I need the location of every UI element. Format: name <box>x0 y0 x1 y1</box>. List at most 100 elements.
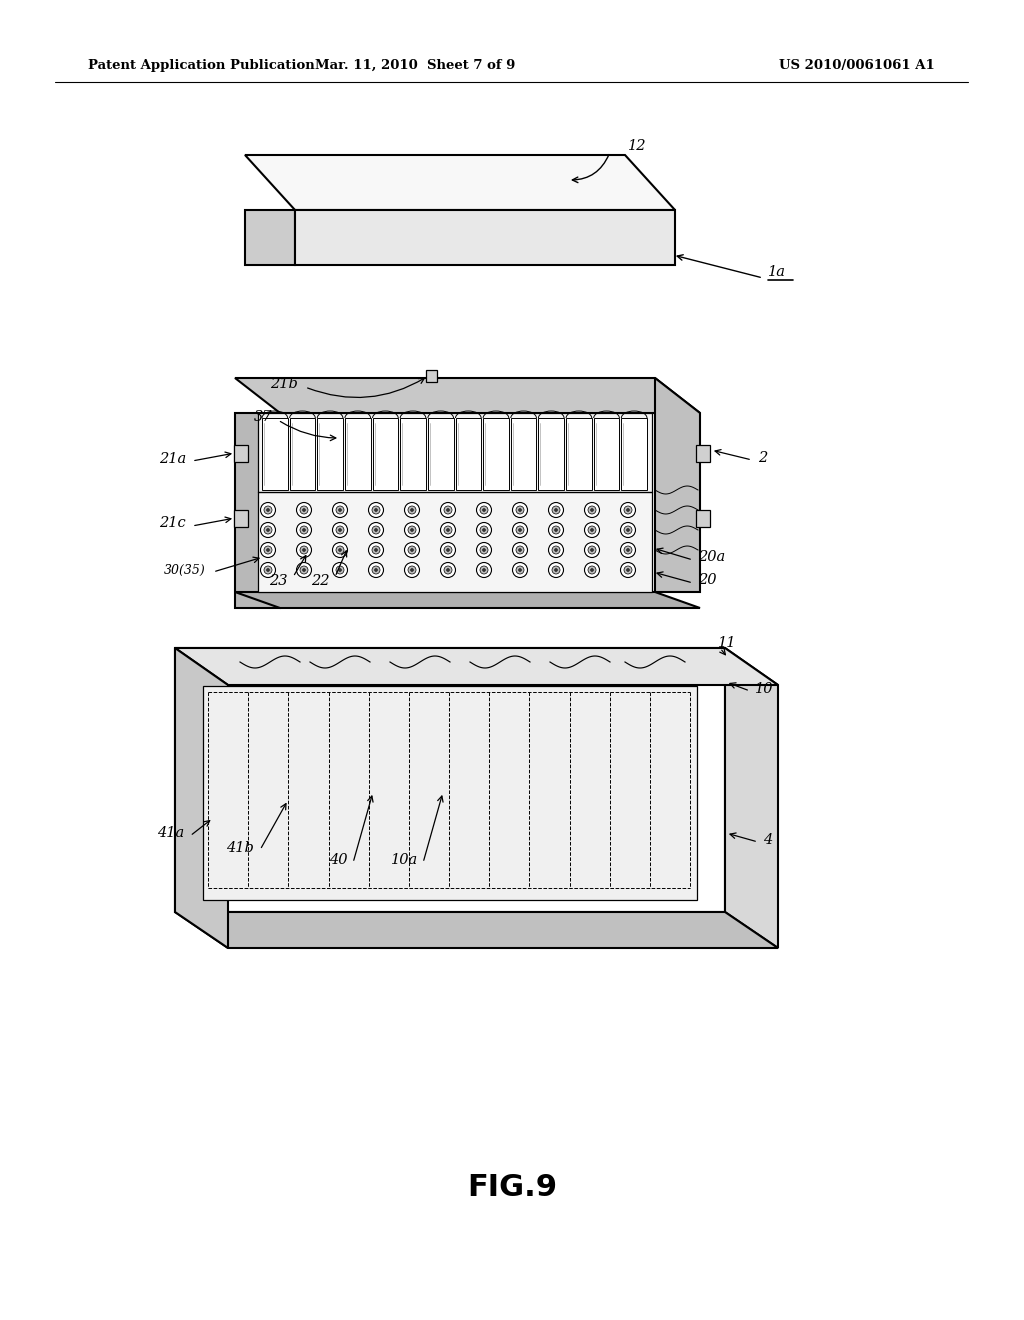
Circle shape <box>552 546 560 554</box>
Circle shape <box>624 525 632 535</box>
Circle shape <box>480 566 488 574</box>
Polygon shape <box>456 418 481 490</box>
Polygon shape <box>345 418 371 490</box>
Circle shape <box>585 523 599 537</box>
Circle shape <box>339 508 341 511</box>
Circle shape <box>339 528 341 532</box>
Polygon shape <box>400 418 426 490</box>
Circle shape <box>333 523 347 537</box>
Text: 20: 20 <box>698 573 717 587</box>
Circle shape <box>482 569 485 572</box>
Circle shape <box>336 506 344 513</box>
Polygon shape <box>622 418 647 490</box>
Circle shape <box>260 543 275 557</box>
Circle shape <box>333 562 347 578</box>
Text: 11: 11 <box>718 636 736 649</box>
Circle shape <box>444 525 452 535</box>
Circle shape <box>516 566 524 574</box>
Circle shape <box>555 508 557 511</box>
Circle shape <box>552 525 560 535</box>
Polygon shape <box>483 418 509 490</box>
Polygon shape <box>234 510 248 527</box>
Polygon shape <box>428 418 454 490</box>
Polygon shape <box>566 418 592 490</box>
Circle shape <box>300 525 308 535</box>
Circle shape <box>476 523 492 537</box>
Circle shape <box>411 528 414 532</box>
Circle shape <box>375 508 378 511</box>
Circle shape <box>302 528 305 532</box>
Text: 21c: 21c <box>160 516 186 531</box>
Circle shape <box>372 525 380 535</box>
Circle shape <box>512 543 527 557</box>
Text: 4: 4 <box>763 833 772 847</box>
Circle shape <box>302 569 305 572</box>
Text: 1a: 1a <box>768 265 786 279</box>
Circle shape <box>408 566 416 574</box>
Circle shape <box>260 503 275 517</box>
Polygon shape <box>295 210 675 265</box>
Circle shape <box>411 549 414 552</box>
Circle shape <box>336 566 344 574</box>
Circle shape <box>266 549 269 552</box>
Circle shape <box>512 523 527 537</box>
Circle shape <box>375 549 378 552</box>
Circle shape <box>480 525 488 535</box>
Circle shape <box>336 525 344 535</box>
Text: 41a: 41a <box>157 826 184 840</box>
Circle shape <box>404 562 420 578</box>
Circle shape <box>440 543 456 557</box>
Circle shape <box>549 503 563 517</box>
Circle shape <box>336 546 344 554</box>
Circle shape <box>518 569 521 572</box>
Circle shape <box>404 523 420 537</box>
Circle shape <box>588 525 596 535</box>
Circle shape <box>266 528 269 532</box>
Circle shape <box>444 546 452 554</box>
Circle shape <box>624 566 632 574</box>
Circle shape <box>333 503 347 517</box>
Circle shape <box>476 503 492 517</box>
Circle shape <box>621 562 636 578</box>
Circle shape <box>440 523 456 537</box>
Circle shape <box>588 566 596 574</box>
Polygon shape <box>696 510 710 527</box>
Circle shape <box>591 528 594 532</box>
Circle shape <box>375 569 378 572</box>
Circle shape <box>549 543 563 557</box>
Circle shape <box>260 523 275 537</box>
Circle shape <box>476 562 492 578</box>
Circle shape <box>297 523 311 537</box>
Text: FIG.9: FIG.9 <box>467 1173 557 1203</box>
Circle shape <box>518 528 521 532</box>
Text: 2: 2 <box>758 451 767 465</box>
Polygon shape <box>175 648 228 948</box>
Polygon shape <box>245 154 675 210</box>
Circle shape <box>624 546 632 554</box>
Circle shape <box>375 528 378 532</box>
Circle shape <box>516 506 524 513</box>
Circle shape <box>300 546 308 554</box>
Circle shape <box>621 523 636 537</box>
Circle shape <box>302 508 305 511</box>
Circle shape <box>627 549 630 552</box>
Text: 37: 37 <box>254 411 272 424</box>
Polygon shape <box>725 648 778 948</box>
Polygon shape <box>234 413 280 609</box>
Text: 21b: 21b <box>270 378 298 391</box>
Text: 22: 22 <box>311 574 330 587</box>
Circle shape <box>372 566 380 574</box>
Circle shape <box>297 562 311 578</box>
Polygon shape <box>511 418 537 490</box>
Circle shape <box>264 566 272 574</box>
Circle shape <box>518 549 521 552</box>
Circle shape <box>585 503 599 517</box>
Polygon shape <box>539 418 564 490</box>
Circle shape <box>627 508 630 511</box>
Circle shape <box>585 562 599 578</box>
Text: 30(35): 30(35) <box>164 564 206 577</box>
Polygon shape <box>262 418 288 490</box>
Polygon shape <box>234 591 700 609</box>
Circle shape <box>588 506 596 513</box>
Polygon shape <box>696 445 710 462</box>
